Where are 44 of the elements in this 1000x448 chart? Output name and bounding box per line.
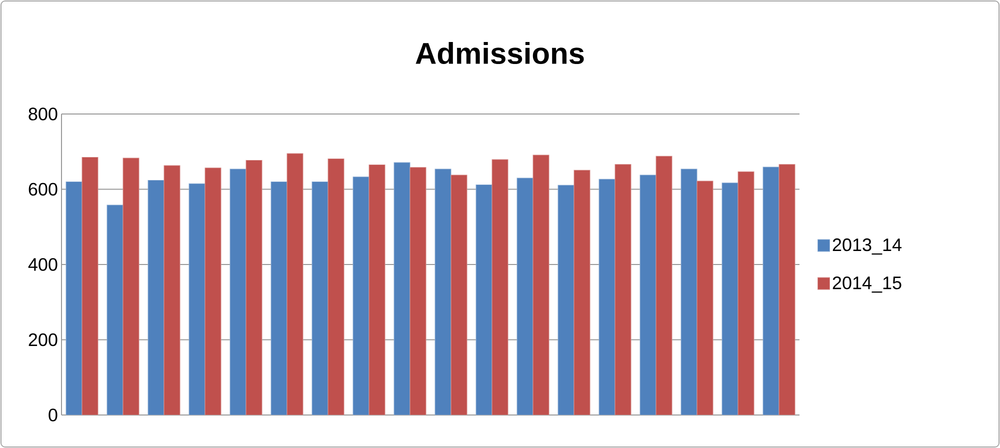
bar (516, 178, 534, 415)
bar (394, 162, 410, 415)
bar (368, 164, 386, 415)
bar (558, 184, 574, 415)
bar (204, 168, 222, 415)
y-tick-label: 800 (28, 108, 58, 120)
bar (410, 167, 426, 415)
bar (696, 180, 714, 415)
bar (680, 168, 698, 415)
y-tick-label: 200 (28, 333, 58, 346)
bar (106, 204, 124, 415)
bar (286, 153, 304, 415)
bar (598, 178, 616, 415)
bar (476, 184, 492, 415)
bar (450, 174, 468, 415)
bar (762, 166, 780, 415)
bar (352, 176, 370, 415)
bar (614, 164, 632, 415)
bar (532, 154, 550, 415)
bar (82, 157, 98, 415)
bar (188, 183, 206, 415)
bar (492, 159, 508, 415)
bar (722, 182, 738, 415)
bar (122, 158, 140, 415)
bar (574, 170, 590, 415)
legend-label: 2013_14 (832, 238, 902, 255)
bar (312, 181, 328, 415)
bar (164, 165, 180, 415)
bar (640, 174, 656, 415)
bar (66, 181, 82, 415)
legend-label: 2014_15 (832, 276, 902, 293)
chart-title: Admissions (416, 42, 584, 64)
y-tick-label: 0 (48, 408, 58, 422)
y-tick-label: 400 (28, 258, 58, 271)
bar (270, 181, 288, 415)
y-tick-label: 600 (28, 182, 58, 196)
bar (778, 164, 796, 415)
bar (656, 156, 672, 415)
bar (246, 160, 262, 415)
bar (148, 180, 164, 415)
bar (434, 168, 452, 415)
bar (230, 168, 246, 415)
bar (328, 158, 344, 415)
bar (738, 171, 754, 415)
